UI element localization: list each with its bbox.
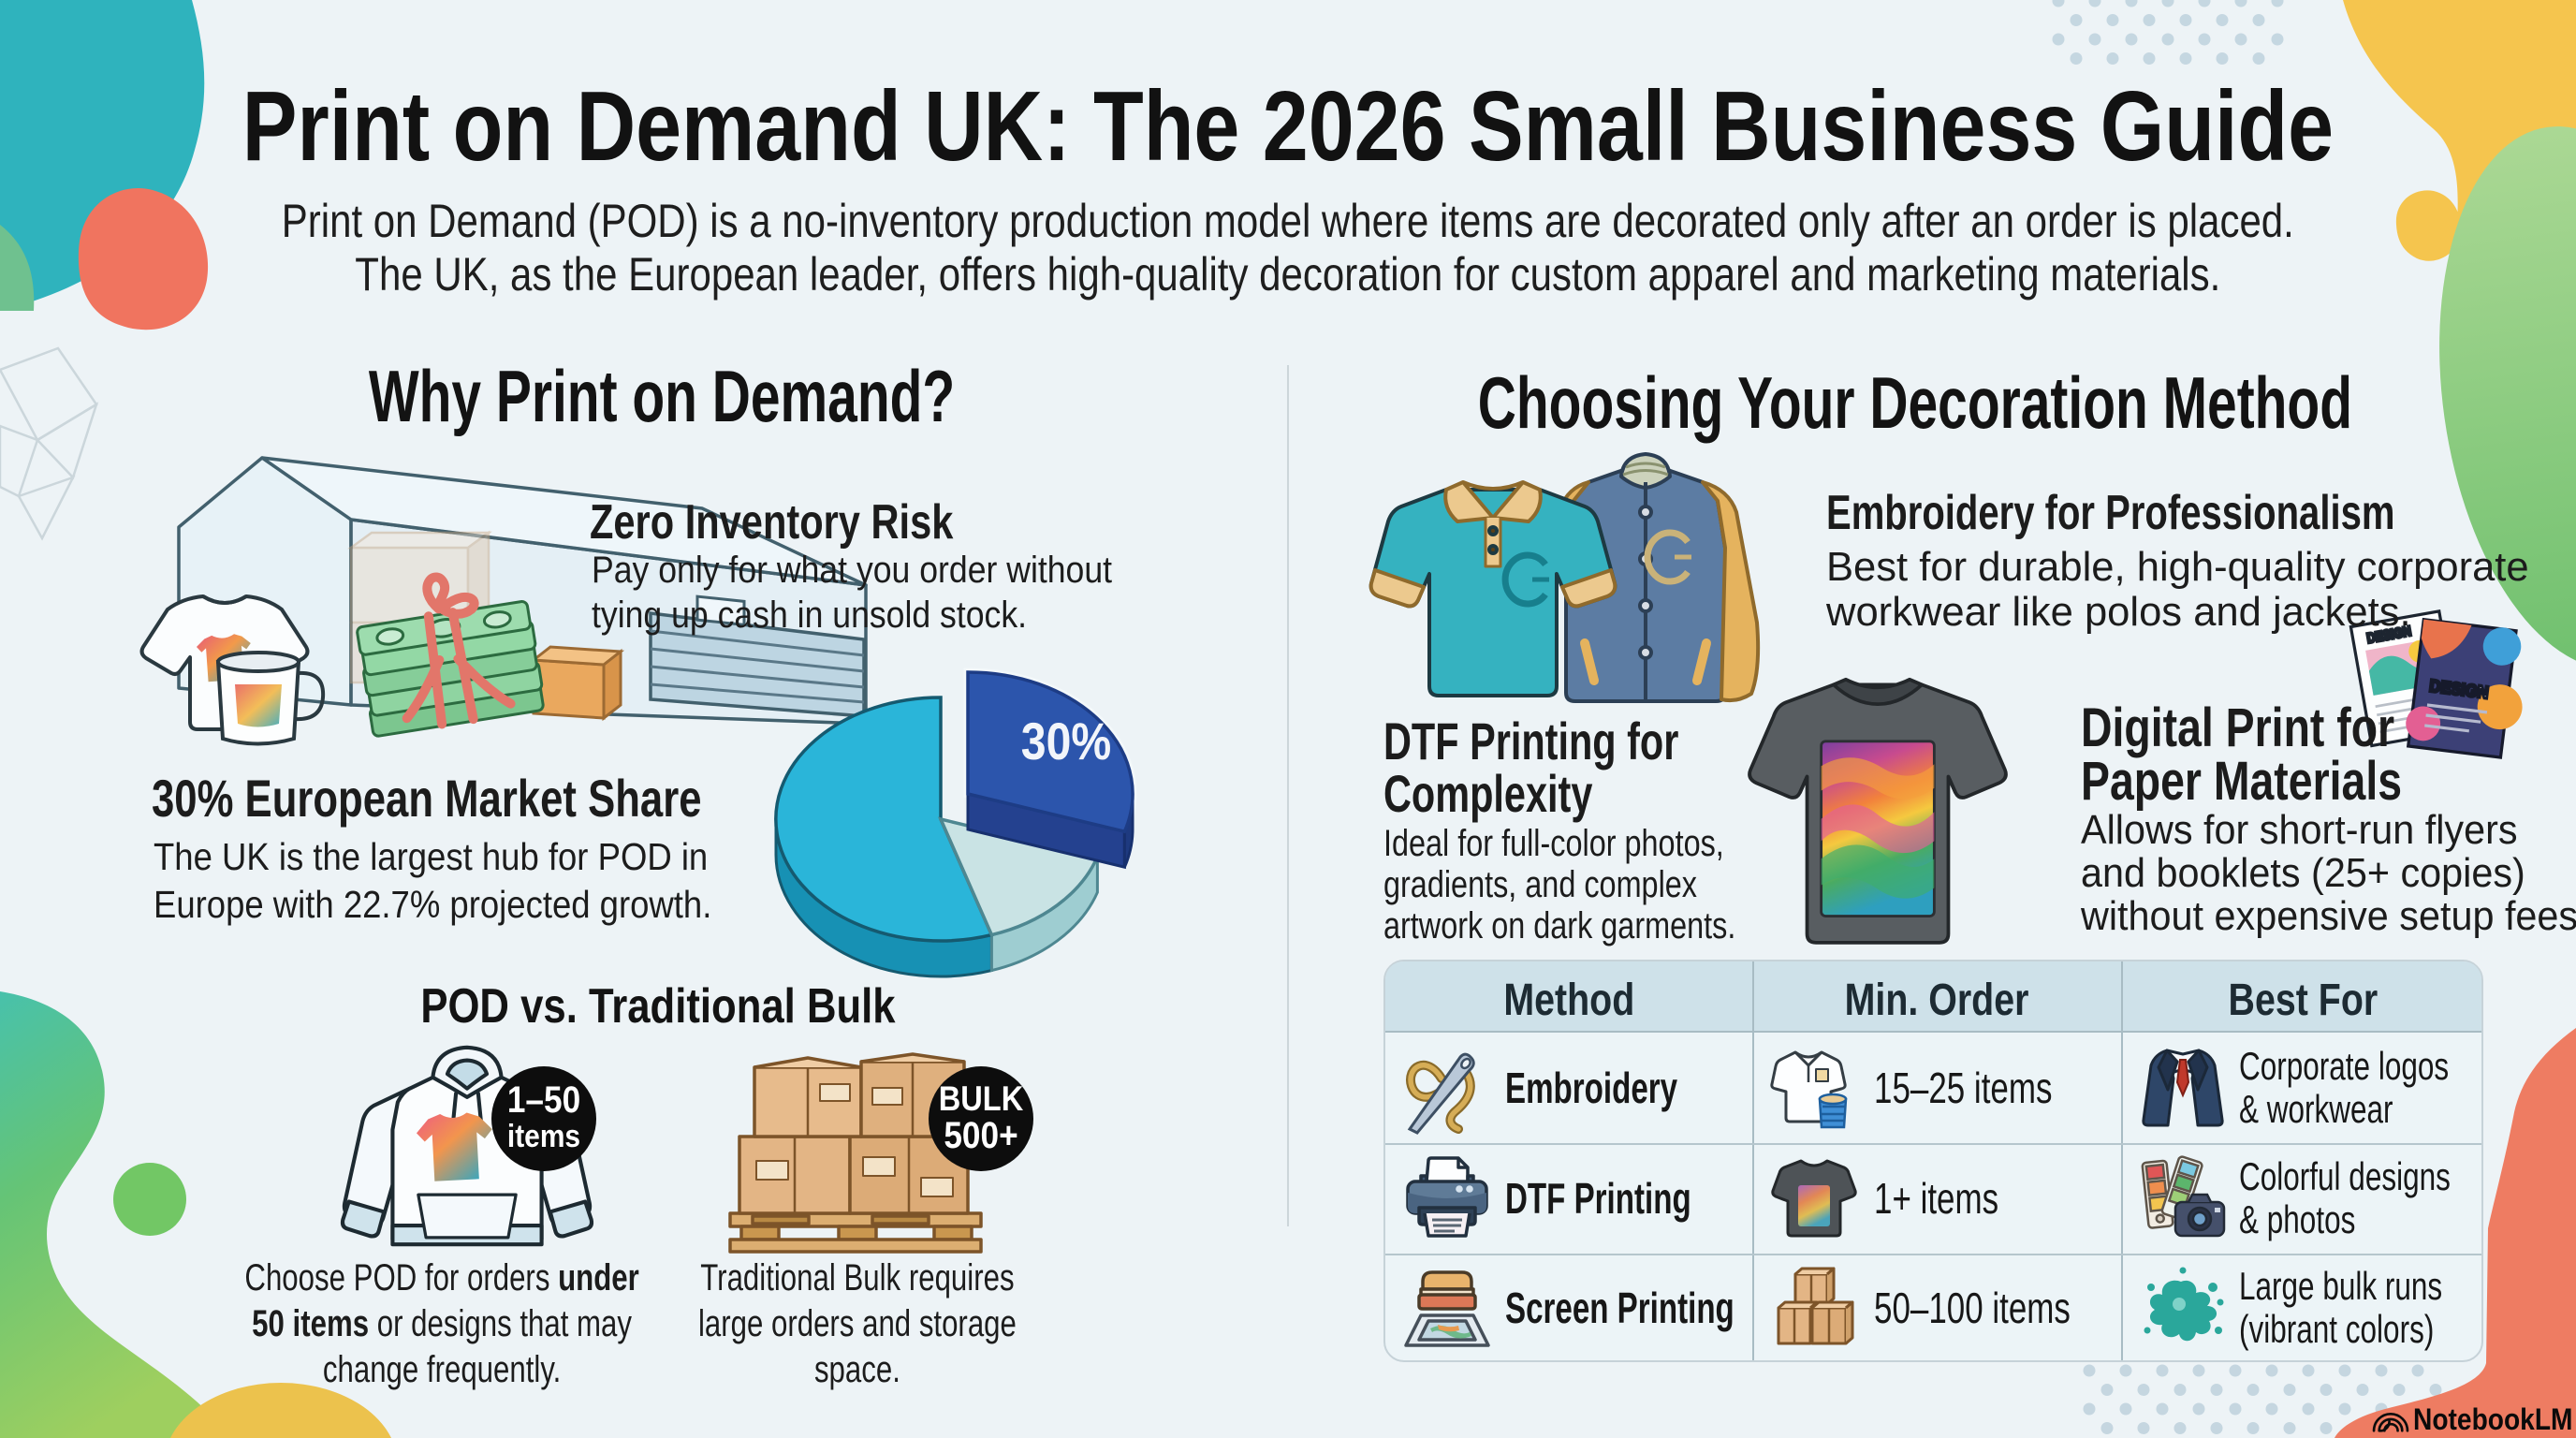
svg-text:30%: 30% <box>1021 713 1111 771</box>
